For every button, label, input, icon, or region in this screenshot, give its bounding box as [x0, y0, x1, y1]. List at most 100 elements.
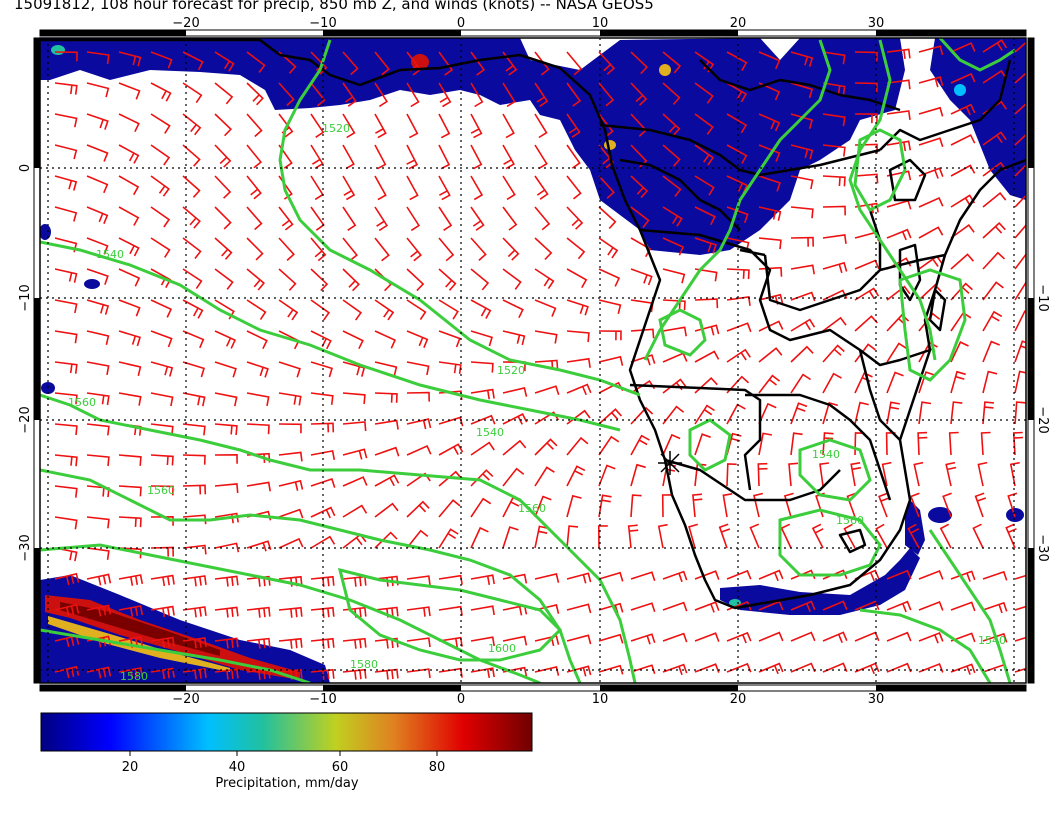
wind-barb: [918, 226, 944, 239]
wind-barb: [790, 264, 815, 275]
wind-barb: [214, 606, 239, 618]
wind-barb: [854, 401, 869, 425]
wind-barb: [534, 438, 558, 456]
wind-barb: [406, 418, 432, 430]
wind-barb: [726, 113, 748, 134]
wind-barb: [790, 662, 816, 673]
wind-barb: [886, 228, 912, 241]
wind-barb: [662, 237, 685, 256]
contour-1520-east: [643, 39, 832, 361]
wind-barb: [150, 82, 172, 102]
wind-barb: [566, 206, 584, 230]
wind-barb: [854, 315, 878, 332]
wind-barb: [118, 392, 142, 406]
wind-barb: [54, 330, 78, 344]
wind-barb: [438, 443, 464, 456]
wind-barb: [1014, 194, 1026, 208]
wind-barb: [534, 466, 555, 487]
wind-barb: [630, 434, 650, 456]
wind-barb: [948, 431, 959, 456]
contour-1560-east: [938, 38, 1016, 72]
wind-barb: [182, 423, 206, 436]
wind-barb: [790, 144, 814, 160]
wind-barb: [982, 401, 994, 425]
wind-barb: [406, 529, 429, 549]
wind-barb: [788, 462, 799, 487]
wind-barb: [150, 392, 174, 407]
wind-barb: [150, 515, 174, 526]
wind-barb: [54, 175, 78, 191]
border-2: [629, 383, 762, 491]
wind-barb: [598, 330, 622, 341]
wind-barb: [214, 113, 233, 137]
wind-barb: [310, 82, 326, 107]
wind-barb: [182, 175, 201, 198]
wind-barb: [918, 283, 942, 301]
wind-barb: [758, 402, 777, 425]
wind-barb: [278, 423, 302, 434]
wind-barb: [374, 419, 399, 430]
wind-barb: [918, 167, 944, 179]
border-8: [858, 349, 901, 441]
wind-barb: [310, 637, 335, 649]
wind-barb: [758, 206, 782, 221]
wind-barb: [980, 431, 991, 456]
wind-barb: [342, 421, 367, 432]
wind-barb: [918, 106, 944, 117]
wind-barb: [470, 268, 490, 291]
wind-barb: [246, 361, 269, 378]
wind-barb: [214, 330, 237, 349]
wind-barb: [790, 113, 814, 130]
lat-lon-grid: [40, 38, 1026, 683]
wind-barb: [918, 401, 932, 425]
wind-barb: [822, 175, 846, 187]
wind-barb: [790, 175, 814, 190]
wind-barb: [150, 206, 171, 228]
wind-barb: [118, 299, 141, 317]
wind-barb: [918, 631, 944, 644]
wind-barb: [470, 113, 483, 139]
wind-barb: [662, 268, 686, 284]
wind-barb: [54, 392, 78, 405]
wind-barb: [406, 606, 431, 617]
contour-1540-east: [848, 39, 937, 361]
wind-barb: [758, 113, 781, 132]
wind-barb: [939, 523, 952, 549]
wind-barb: [630, 406, 654, 425]
wind-barb: [692, 493, 703, 518]
contour-label: 1560: [836, 514, 864, 527]
wind-barb: [790, 236, 814, 247]
wind-barb: [182, 575, 207, 587]
wind-barb: [118, 516, 142, 528]
wind-barb: [630, 494, 642, 518]
wind-barb: [310, 268, 329, 292]
wind-barb: [886, 371, 904, 394]
lon-tick-bottom: 0: [457, 692, 465, 707]
wind-barb: [342, 175, 356, 201]
wind-barb: [214, 668, 239, 680]
wind-barb: [182, 544, 207, 555]
border-6: [879, 59, 1012, 151]
wind-barb: [1014, 41, 1026, 53]
wind-barb: [630, 463, 646, 487]
wind-barb: [726, 463, 737, 487]
wind-barb: [1014, 574, 1026, 580]
wind-barb: [86, 144, 109, 162]
lon-tick-bottom: −10: [309, 692, 336, 707]
wind-barb: [54, 423, 78, 436]
wind-barb: [566, 383, 592, 396]
wind-barb: [630, 268, 653, 286]
wind-barb: [534, 604, 560, 614]
wind-barb: [694, 268, 718, 282]
wind-barb: [534, 525, 549, 549]
lat-tick-left: −10: [18, 284, 33, 311]
wind-barb: [246, 206, 263, 231]
wind-barb: [406, 299, 427, 321]
contour-se: [928, 529, 1012, 683]
lesotho-border: [838, 528, 867, 554]
wind-barb: [950, 72, 976, 84]
wind-barb: [566, 436, 589, 456]
wind-barb: [982, 570, 1008, 581]
wind-barb: [86, 299, 110, 315]
wind-barb: [406, 444, 432, 456]
